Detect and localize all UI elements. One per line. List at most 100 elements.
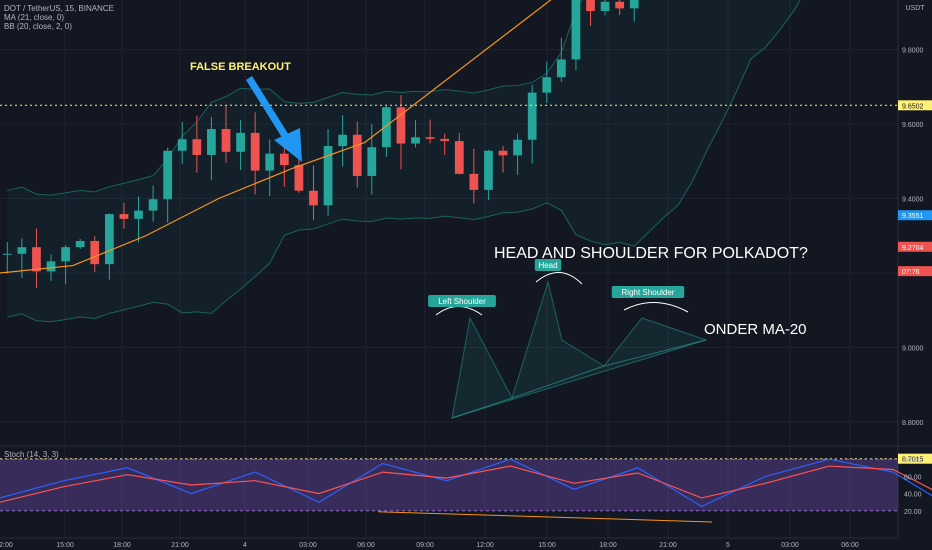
candle-body [323, 146, 333, 206]
left-shoulder-label-bg [428, 295, 496, 307]
right-shoulder-label-text: Right Shoulder [622, 288, 675, 297]
candle-body [163, 150, 173, 200]
candle-body [454, 141, 464, 174]
bb-legend[interactable]: BB (20, close, 2, 0) [4, 22, 73, 31]
candle-body [352, 134, 362, 176]
arc-head [535, 272, 583, 285]
candle-body [279, 153, 289, 166]
candle-body [629, 0, 639, 9]
pattern-fill [451, 280, 708, 419]
candle-body [75, 241, 85, 248]
price-tag-text: 9.2704 [902, 245, 924, 252]
price-tag: 8.7015 [898, 453, 932, 464]
right-shoulder-label-bg [611, 286, 685, 298]
candle-body [90, 241, 100, 265]
price-axis[interactable]: USDT11.400011.200011.000010.800010.60001… [897, 0, 932, 550]
candle-body [440, 138, 450, 142]
candle-body [265, 153, 275, 171]
stoch-tick: 20.00 [904, 509, 922, 516]
candle-body [104, 214, 114, 265]
time-tick: 09:00 [416, 542, 434, 549]
head-label-bg [534, 259, 562, 271]
time-tick: 03:00 [299, 542, 317, 549]
head-shoulders-pattern [451, 280, 708, 419]
time-tick: 12:00 [0, 542, 13, 549]
time-tick: 21:00 [171, 542, 189, 549]
stoch-band [0, 459, 898, 511]
bollinger-band-fill [7, 0, 801, 322]
candle-body [207, 129, 216, 155]
price-tag-bg [898, 241, 932, 252]
moving-average-line [0, 0, 552, 274]
price-tag: 9.3551 [898, 210, 932, 221]
stoch-axis: 80.00 60.00 40.00 20.00 [904, 457, 922, 516]
time-tick: 12:00 [476, 542, 494, 549]
currency-label: USDT [905, 5, 925, 12]
time-tick: 15:00 [538, 542, 556, 549]
time-tick: 15:00 [56, 542, 74, 549]
pattern-neckline [451, 339, 707, 419]
candle-body [586, 0, 595, 12]
stoch-tick: 40.00 [904, 492, 922, 499]
candle-body [556, 59, 566, 78]
candle-body [221, 129, 231, 152]
price-tick: 9.4000 [902, 197, 924, 204]
candle-body [236, 132, 245, 152]
arc-right [623, 301, 689, 313]
time-tick: 5 [726, 542, 730, 549]
stoch-legend[interactable]: Stoch (14, 3, 3) [4, 450, 59, 459]
right-shoulder-label[interactable]: Right Shoulder [611, 286, 685, 298]
time-tick: 03:00 [781, 542, 799, 549]
left-shoulder-label[interactable]: Left Shoulder [428, 295, 496, 307]
bollinger-upper [7, 0, 583, 196]
candle-body [61, 247, 70, 262]
price-tick: 9.0000 [902, 346, 924, 353]
price-tick: 9.8000 [902, 48, 924, 55]
price-tag-bg [898, 453, 932, 464]
candle-body [469, 173, 479, 190]
candle-body [338, 134, 348, 147]
candle-body [382, 107, 391, 148]
symbol-legend[interactable]: DOT / TetherUS, 15, BINANCE [4, 4, 114, 13]
price-tick: 9.6000 [902, 122, 924, 129]
time-tick: 18:00 [599, 542, 617, 549]
candle-body [600, 1, 610, 12]
candles [2, 0, 639, 289]
time-axis[interactable]: 12:00 15:00 18:00 21:00 4 03:00 06:00 09:00 12:0… [0, 537, 898, 549]
price-tag-text: 8.7015 [902, 457, 924, 464]
stoch-tick: 80.00 [904, 457, 922, 464]
price-tag: 9.6502 [898, 100, 932, 111]
price-tick: 8.8000 [902, 420, 924, 427]
price-tag-text: 07:76 [902, 269, 920, 276]
price-tag-bg [898, 266, 932, 277]
candle-body [32, 247, 41, 272]
candle-body [571, 0, 581, 60]
false-breakout-label: FALSE BREAKOUT [190, 61, 291, 73]
ma-legend[interactable]: MA (21, close, 0) [4, 13, 65, 22]
candle-body [615, 1, 625, 9]
time-tick: 4 [243, 542, 247, 549]
candle-body [17, 247, 27, 254]
head-shoulder-title: HEAD AND SHOULDER FOR POLKADOT? [494, 245, 808, 262]
price-tag: 9.2704 [898, 241, 932, 252]
candle-body [2, 253, 12, 255]
stoch-k-line [0, 458, 932, 508]
arrow-head [274, 128, 302, 162]
time-tick: 21:00 [659, 542, 677, 549]
candle-body [425, 137, 435, 139]
price-tag-bg [898, 210, 932, 221]
left-shoulder-label-text: Left Shoulder [438, 297, 486, 306]
candle-body [134, 210, 143, 219]
time-tick: 06:00 [357, 542, 375, 549]
price-tag: 07:76 [898, 266, 932, 277]
breakout-arrow [246, 76, 302, 162]
candle-body [396, 107, 406, 144]
candle-body [46, 261, 56, 272]
candle-body [177, 139, 187, 151]
head-label[interactable]: Head [534, 259, 562, 271]
candle-body [513, 139, 522, 156]
onder-ma-label: ONDER MA-20 [704, 321, 807, 338]
candle-body [192, 139, 202, 155]
candle-body [148, 199, 158, 211]
